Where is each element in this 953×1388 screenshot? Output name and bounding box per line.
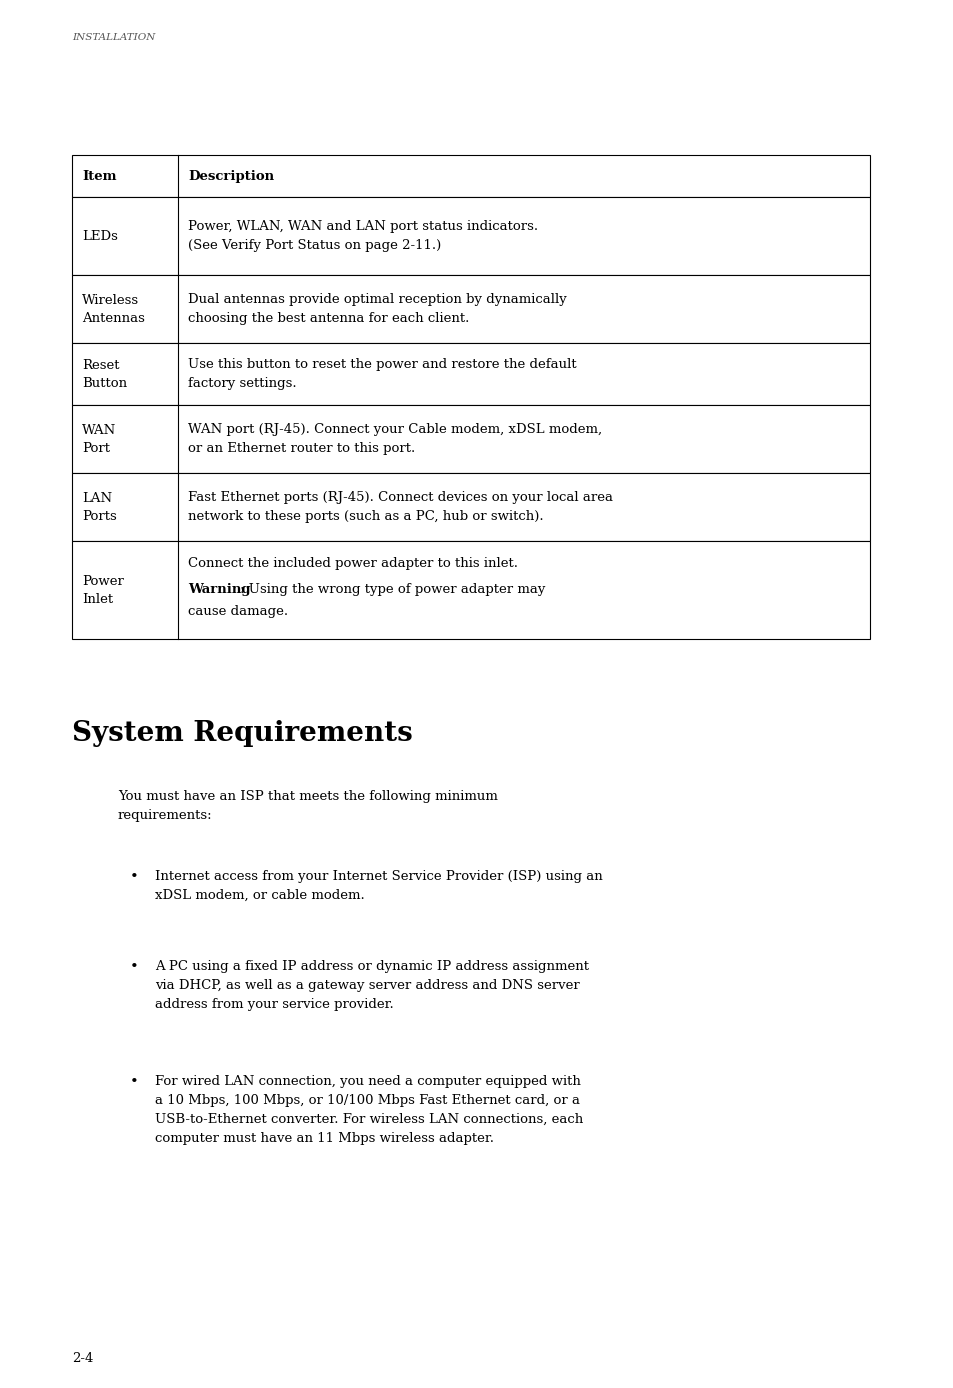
Text: network to these ports (such as a PC, hub or switch).: network to these ports (such as a PC, hu… — [188, 509, 543, 523]
Text: cause damage.: cause damage. — [188, 605, 288, 618]
Text: computer must have an 11 Mbps wireless adapter.: computer must have an 11 Mbps wireless a… — [154, 1133, 494, 1145]
Text: a 10 Mbps, 100 Mbps, or 10/100 Mbps Fast Ethernet card, or a: a 10 Mbps, 100 Mbps, or 10/100 Mbps Fast… — [154, 1094, 579, 1108]
Text: via DHCP, as well as a gateway server address and DNS server: via DHCP, as well as a gateway server ad… — [154, 979, 579, 992]
Text: Inlet: Inlet — [82, 593, 113, 605]
Text: Power: Power — [82, 575, 124, 587]
Text: Antennas: Antennas — [82, 311, 145, 325]
Text: or an Ethernet router to this port.: or an Ethernet router to this port. — [188, 441, 415, 455]
Text: •: • — [130, 870, 138, 884]
Text: Use this button to reset the power and restore the default: Use this button to reset the power and r… — [188, 358, 576, 371]
Bar — [71, 473, 869, 541]
Text: •: • — [130, 960, 138, 974]
Bar — [71, 343, 869, 405]
Bar — [71, 197, 869, 275]
Text: For wired LAN connection, you need a computer equipped with: For wired LAN connection, you need a com… — [154, 1074, 580, 1088]
Text: (See Verify Port Status on page 2-11.): (See Verify Port Status on page 2-11.) — [188, 239, 441, 253]
Text: xDSL modem, or cable modem.: xDSL modem, or cable modem. — [154, 888, 364, 902]
Text: Button: Button — [82, 376, 127, 390]
Bar — [71, 155, 869, 197]
Text: requirements:: requirements: — [118, 809, 213, 822]
Text: Ports: Ports — [82, 509, 116, 522]
Text: LEDs: LEDs — [82, 229, 118, 243]
Text: •: • — [130, 1074, 138, 1090]
Text: 2-4: 2-4 — [71, 1352, 93, 1364]
Text: USB-to-Ethernet converter. For wireless LAN connections, each: USB-to-Ethernet converter. For wireless … — [154, 1113, 582, 1126]
Text: Fast Ethernet ports (RJ-45). Connect devices on your local area: Fast Ethernet ports (RJ-45). Connect dev… — [188, 491, 613, 504]
Text: WAN port (RJ-45). Connect your Cable modem, xDSL modem,: WAN port (RJ-45). Connect your Cable mod… — [188, 423, 601, 436]
Text: Reset: Reset — [82, 358, 119, 372]
Text: choosing the best antenna for each client.: choosing the best antenna for each clien… — [188, 312, 469, 325]
Bar — [71, 541, 869, 638]
Text: Port: Port — [82, 441, 110, 454]
Text: Warning: Warning — [188, 583, 251, 595]
Text: Item: Item — [82, 169, 116, 182]
Text: address from your service provider.: address from your service provider. — [154, 998, 394, 1010]
Text: Wireless: Wireless — [82, 293, 139, 307]
Text: A PC using a fixed IP address or dynamic IP address assignment: A PC using a fixed IP address or dynamic… — [154, 960, 588, 973]
Text: Connect the included power adapter to this inlet.: Connect the included power adapter to th… — [188, 557, 517, 569]
Bar — [71, 405, 869, 473]
Text: Power, WLAN, WAN and LAN port status indicators.: Power, WLAN, WAN and LAN port status ind… — [188, 221, 537, 233]
Text: You must have an ISP that meets the following minimum: You must have an ISP that meets the foll… — [118, 790, 497, 804]
Text: INSTALLATION: INSTALLATION — [71, 33, 155, 42]
Text: WAN: WAN — [82, 423, 116, 436]
Text: factory settings.: factory settings. — [188, 378, 296, 390]
Bar — [71, 275, 869, 343]
Text: Internet access from your Internet Service Provider (ISP) using an: Internet access from your Internet Servi… — [154, 870, 602, 883]
Text: Dual antennas provide optimal reception by dynamically: Dual antennas provide optimal reception … — [188, 293, 566, 305]
Text: System Requirements: System Requirements — [71, 720, 413, 747]
Text: Description: Description — [188, 169, 274, 182]
Text: : Using the wrong type of power adapter may: : Using the wrong type of power adapter … — [240, 583, 545, 595]
Text: LAN: LAN — [82, 491, 112, 504]
